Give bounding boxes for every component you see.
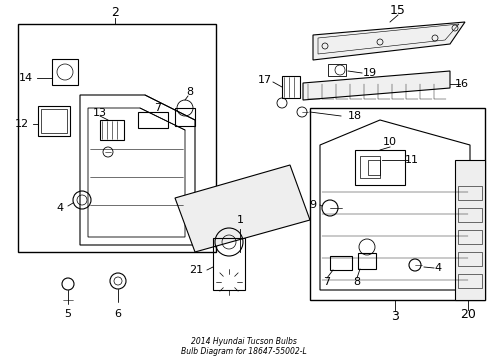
Text: 20: 20 — [459, 307, 475, 320]
Text: 12: 12 — [15, 119, 29, 129]
Bar — [357, 253, 375, 269]
Bar — [38, 106, 70, 136]
Polygon shape — [175, 165, 309, 252]
Text: 5: 5 — [64, 309, 71, 319]
Bar — [367, 160, 379, 175]
Text: 8: 8 — [353, 277, 360, 287]
Text: 21: 21 — [188, 265, 203, 275]
Bar — [329, 256, 351, 270]
Bar — [354, 150, 404, 185]
Text: 15: 15 — [389, 4, 405, 17]
Polygon shape — [303, 71, 449, 100]
Text: 10: 10 — [382, 137, 396, 147]
Bar — [52, 59, 78, 85]
Bar — [309, 108, 484, 300]
Text: 9: 9 — [309, 200, 316, 210]
Bar — [100, 120, 124, 140]
Bar — [213, 238, 244, 290]
Text: 4: 4 — [56, 203, 63, 213]
Bar — [41, 109, 67, 133]
Text: 11: 11 — [404, 155, 418, 165]
Bar — [457, 186, 481, 200]
Text: 1: 1 — [236, 215, 243, 225]
Text: 17: 17 — [257, 75, 271, 85]
Bar — [175, 108, 195, 126]
Bar — [457, 230, 481, 244]
Text: 6: 6 — [114, 309, 121, 319]
Text: 3: 3 — [390, 310, 398, 323]
Bar — [457, 252, 481, 266]
Bar — [138, 112, 168, 128]
Text: 19: 19 — [362, 68, 376, 78]
Text: 13: 13 — [93, 108, 107, 118]
Text: 7: 7 — [154, 103, 161, 113]
Text: 2014 Hyundai Tucson Bulbs: 2014 Hyundai Tucson Bulbs — [191, 338, 296, 346]
Text: 18: 18 — [347, 111, 361, 121]
Bar — [457, 274, 481, 288]
Bar — [457, 208, 481, 222]
Text: 7: 7 — [323, 277, 330, 287]
Polygon shape — [312, 22, 464, 60]
Bar — [359, 156, 379, 178]
Polygon shape — [454, 160, 484, 300]
Text: 8: 8 — [186, 87, 193, 97]
Text: 2: 2 — [111, 5, 119, 18]
Text: 16: 16 — [454, 79, 468, 89]
Bar — [327, 64, 346, 76]
Bar — [282, 76, 299, 98]
Text: Bulb Diagram for 18647-55002-L: Bulb Diagram for 18647-55002-L — [181, 347, 306, 356]
Text: 4: 4 — [433, 263, 441, 273]
Bar — [18, 24, 216, 252]
Text: 14: 14 — [19, 73, 33, 83]
